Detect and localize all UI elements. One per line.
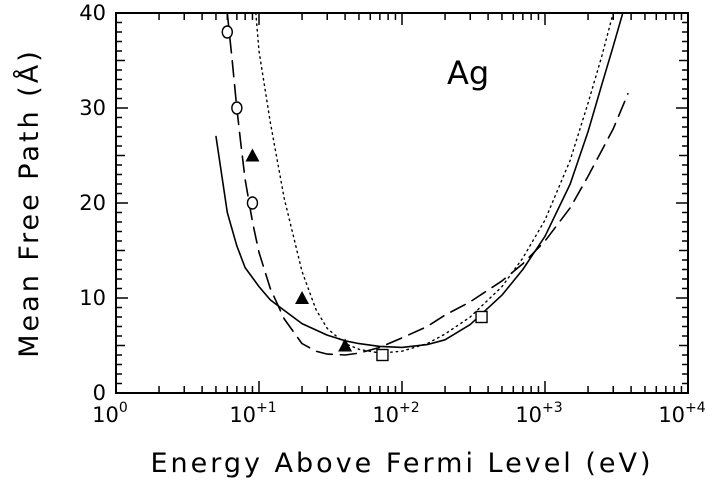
- triangle-marker: [245, 148, 260, 162]
- curves-layer: [215, 13, 629, 356]
- series-dashed-line: [226, 13, 629, 356]
- markers-layer: [221, 25, 488, 362]
- y-tick-label: 0: [93, 381, 106, 405]
- triangle-marker: [295, 291, 310, 304]
- triangle-marker: [338, 338, 353, 352]
- y-tick-label: 20: [79, 191, 106, 215]
- x-tick-label: 10+4: [658, 400, 705, 427]
- y-tick-label: 10: [79, 286, 106, 310]
- x-tick-label: 10+2: [372, 400, 419, 427]
- series-solid-line: [215, 13, 624, 349]
- x-tick-label: 10+3: [515, 400, 562, 427]
- x-tick-label: 100: [92, 400, 128, 427]
- y-tick-label: 40: [79, 1, 106, 25]
- circle-marker: [231, 101, 243, 115]
- tick-labels-layer: 100 10+1 10+2 10+3 10+4 0 10 20 30 40: [79, 1, 706, 427]
- y-axis-title: Mean Free Path (Å): [13, 48, 45, 357]
- x-tick-label: 10+1: [229, 400, 276, 427]
- series-dotted-line: [255, 13, 614, 354]
- panel-label: Ag: [447, 54, 489, 92]
- x-axis-title: Energy Above Fermi Level (eV): [150, 448, 653, 479]
- plot-frame: [115, 12, 689, 394]
- circle-marker: [246, 196, 259, 210]
- ticks-layer: [115, 12, 689, 394]
- circle-marker: [221, 25, 233, 39]
- square-marker: [475, 310, 488, 324]
- y-tick-label: 30: [79, 96, 106, 120]
- square-marker: [376, 348, 389, 362]
